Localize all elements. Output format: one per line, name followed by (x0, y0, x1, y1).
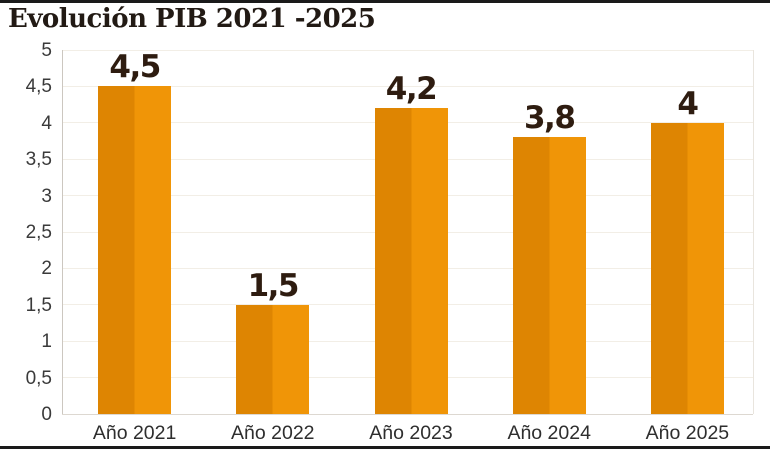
x-axis-category-label: Año 2023 (369, 422, 453, 444)
y-axis-tick-label: 3,5 (25, 149, 52, 171)
bar (650, 122, 724, 414)
bottom-rule (0, 446, 770, 449)
y-axis-tick-label: 1 (41, 331, 52, 353)
y-axis-tick-label: 0 (41, 404, 52, 425)
y-axis-tick-label: 4 (41, 112, 52, 134)
y-axis-tick-label: 2,5 (25, 222, 52, 243)
x-axis-category-label: Año 2025 (645, 422, 730, 444)
y-axis-tick-label: 1,5 (25, 294, 52, 316)
bar-value-label: 4,5 (109, 49, 161, 86)
x-axis-category-label: Año 2022 (231, 422, 315, 444)
bar-value-label: 4 (677, 85, 699, 122)
y-axis-tick-label: 3 (41, 185, 52, 207)
y-axis-tick-label: 0,5 (25, 367, 52, 389)
y-axis-tick-label: 5 (41, 40, 52, 61)
bar (98, 86, 172, 414)
bar-value-label: 4,2 (385, 71, 438, 108)
bar (236, 304, 310, 414)
gridline (62, 85, 753, 87)
x-axis-category-label: Año 2021 (92, 422, 177, 444)
bar-value-label: 1,5 (247, 267, 300, 304)
bar (374, 108, 448, 414)
gridline (62, 49, 753, 51)
plot-right-border (753, 50, 754, 414)
top-rule (0, 0, 770, 3)
y-axis-line (62, 50, 63, 414)
bar (512, 137, 586, 414)
gridline (62, 413, 753, 415)
bar-value-label: 3,8 (523, 100, 576, 137)
x-axis-category-label: Año 2024 (507, 422, 591, 444)
chart-title: Evolución PIB 2021 -2025 (8, 4, 376, 34)
y-axis-tick-label: 4,5 (25, 76, 52, 98)
y-axis-tick-label: 2 (41, 258, 52, 280)
